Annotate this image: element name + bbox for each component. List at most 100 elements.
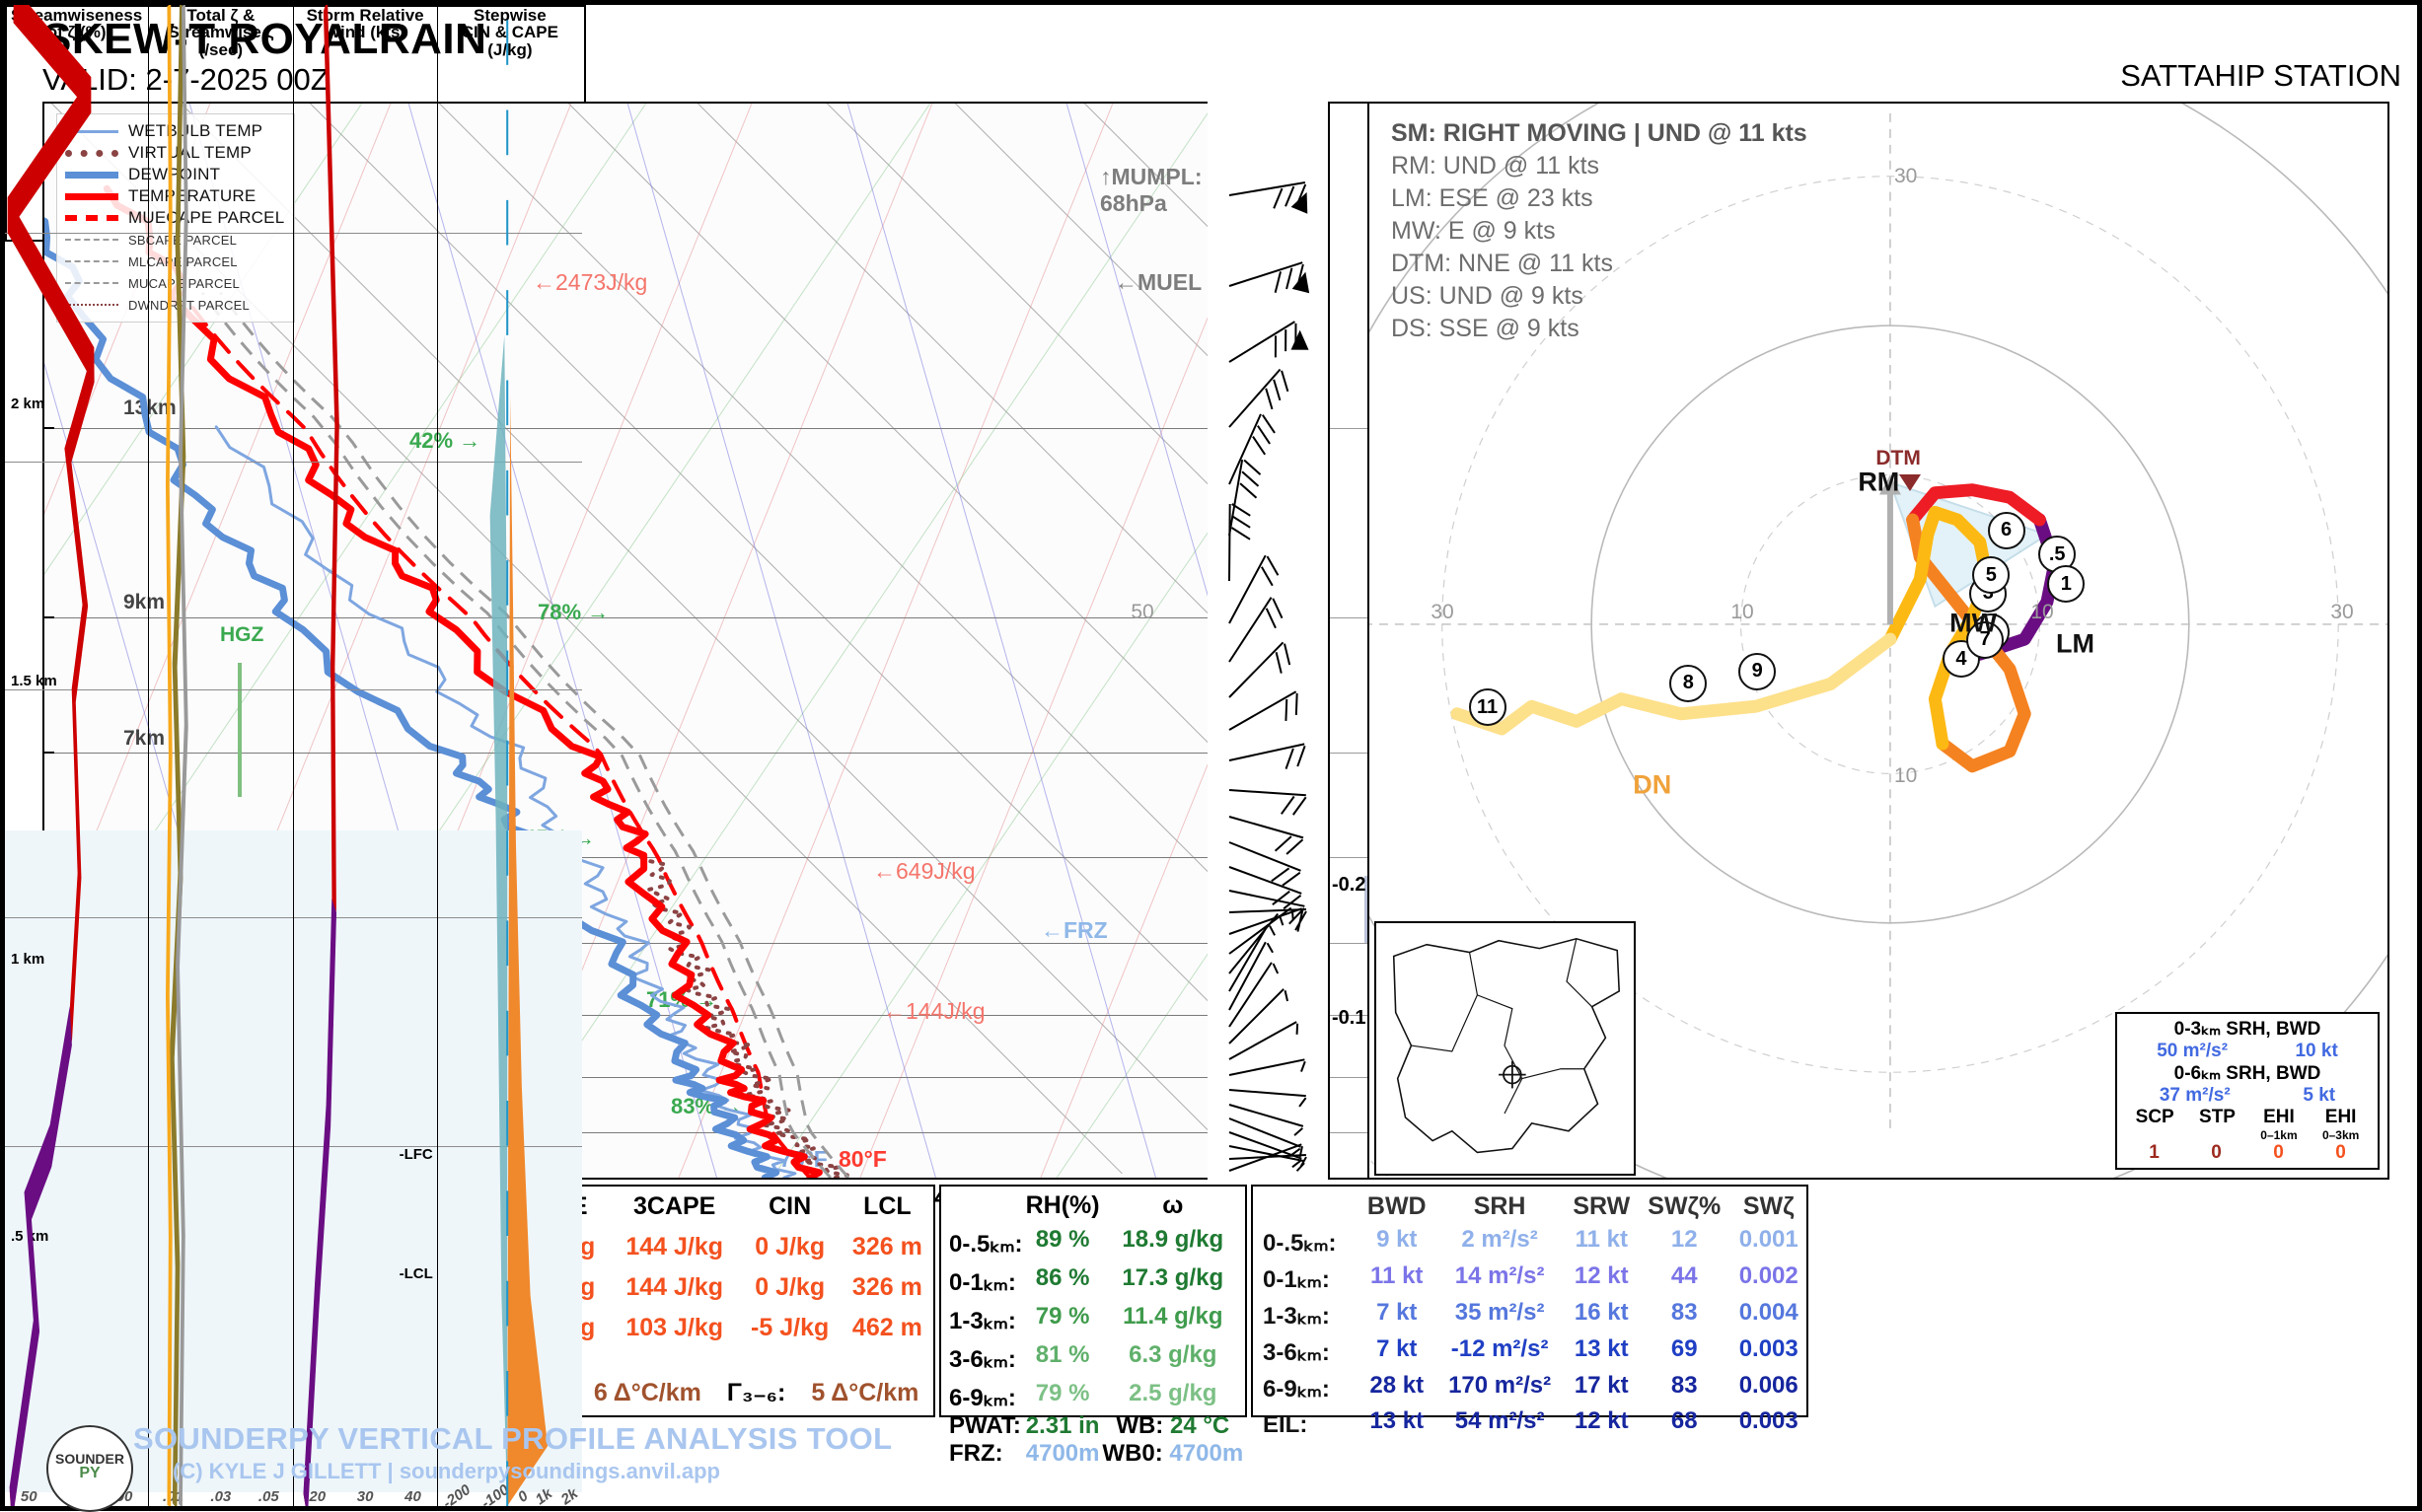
legend-label-6: MLCAPE PARCEL bbox=[128, 253, 238, 269]
pressure-tick bbox=[44, 752, 54, 755]
moist-mixratio-0: 18.9 g/kg bbox=[1122, 1225, 1224, 1253]
kine-header-2: SRH bbox=[1473, 1192, 1526, 1220]
wind-barb bbox=[1228, 261, 1315, 294]
mini-height-label-0-0: 2 km bbox=[11, 395, 45, 412]
legend-swatch-7 bbox=[65, 282, 118, 284]
hodograph[interactable]: 0-3ₖₘ SRH, BWD 50 m²/s² 10 kt 0-6ₖₘ SRH,… bbox=[1131, 102, 2389, 1180]
legend-label-5: SBCAPE PARCEL bbox=[128, 232, 238, 248]
mini-panel-curve-0 bbox=[7, 5, 95, 1506]
kine-header-3: SRW bbox=[1573, 1192, 1631, 1220]
hodo-height-marker-7: 7 bbox=[1966, 620, 2005, 659]
wb0-label: WB0: bbox=[1102, 1440, 1170, 1467]
barb-flag bbox=[1231, 515, 1251, 530]
moist-row-label-1: 0-1ₖₘ: bbox=[949, 1269, 1016, 1296]
mini-gridline bbox=[5, 233, 149, 235]
srh-0-3-title: 0-3ₖₘ SRH, BWD bbox=[2173, 1019, 2321, 1040]
kine-header-0 bbox=[1253, 1187, 1359, 1221]
kine-cell-0-0: 9 kt bbox=[1376, 1225, 1418, 1253]
moist-row-label-3: 3-6ₖₘ: bbox=[949, 1346, 1016, 1373]
barb-flag bbox=[1284, 699, 1288, 722]
mini-gridline bbox=[293, 1145, 437, 1147]
mini-panel-title-0: Streamwiseness of ζ (%) bbox=[11, 6, 143, 42]
wind-barb bbox=[1228, 924, 1276, 992]
kine-cell-4-0: 28 kt bbox=[1369, 1371, 1425, 1399]
kine-cell-1-0: 11 kt bbox=[1370, 1261, 1424, 1289]
curve-virtual-temp bbox=[637, 852, 849, 1178]
bwd-0-6-value: 5 kt bbox=[2303, 1085, 2336, 1106]
barb-pennant bbox=[1291, 269, 1315, 294]
mini-height-label-2-1: -LCL bbox=[399, 1265, 433, 1283]
composite-header-2: EHI bbox=[2263, 1107, 2295, 1127]
curve-parcel-grey-0 bbox=[201, 291, 832, 1178]
kine-cell-3-2: 13 kt bbox=[1574, 1334, 1629, 1362]
moist-mixratio-4: 2.5 g/kg bbox=[1129, 1379, 1217, 1406]
mini-panel-title-1: Total ζ & Streamwise ζ (/sec) bbox=[168, 6, 274, 59]
moist-rh-0: 89 % bbox=[1035, 1225, 1090, 1253]
wind-barb bbox=[1228, 321, 1309, 363]
mini-panel-curve-1 bbox=[166, 5, 188, 1506]
kine-cell-4-1: 170 m²/s² bbox=[1448, 1371, 1552, 1399]
kine-row-label-0: 0-.5ₖₘ: bbox=[1263, 1230, 1337, 1257]
moist-header-row: RH(%) ω bbox=[941, 1187, 1245, 1220]
kine-cell-0-2: 11 kt bbox=[1575, 1225, 1628, 1253]
cape-label-1: ←649J/kg bbox=[873, 857, 976, 884]
composite-col-0: SCP bbox=[2136, 1107, 2174, 1142]
rh-label-0: 42% → bbox=[409, 427, 481, 453]
mini-tick-1-1: .03 bbox=[210, 1488, 232, 1505]
curve-wetbulb-temp bbox=[214, 425, 797, 1178]
pressure-gridline bbox=[44, 617, 1267, 619]
kine-row-label-1: 0-1ₖₘ: bbox=[1263, 1266, 1330, 1293]
barb-flag bbox=[1265, 608, 1277, 628]
height-label-0: 13km bbox=[123, 396, 177, 420]
kine-cell-2-0: 7 kt bbox=[1376, 1298, 1418, 1326]
wind-barb bbox=[1228, 596, 1284, 663]
barb-flag bbox=[1273, 187, 1284, 210]
curve-parcel-grey-1 bbox=[219, 291, 850, 1178]
mini-panel-curve-2 bbox=[302, 5, 339, 1506]
pressure-gridline bbox=[44, 856, 1267, 858]
frz-row: FRZ: 4700m WB0: 4700m bbox=[941, 1440, 1245, 1468]
composite-sub-3: 0–3km bbox=[2321, 1128, 2360, 1142]
wb-value: 24 °C bbox=[1169, 1412, 1230, 1439]
mini-ticks-2: 20 30 40 bbox=[294, 1488, 437, 1505]
moisture-table: RH(%) ω 0-.5ₖₘ: 89 % 18.9 g/kg 0-1ₖₘ: 86 % 17.3… bbox=[939, 1185, 1247, 1467]
kine-cell-4-2: 17 kt bbox=[1574, 1371, 1629, 1399]
mini-panel-0: Streamwiseness of ζ (%) 2 km 1.5 km 1 km .5 k… bbox=[5, 5, 150, 1506]
kine-row-label-4: 6-9ₖₘ: bbox=[1263, 1376, 1330, 1403]
thermo-header-6: LCL bbox=[863, 1192, 912, 1220]
composite-sub-2: 0–1km bbox=[2260, 1128, 2298, 1142]
legend-swatch-1 bbox=[65, 149, 118, 157]
mini-gridline bbox=[293, 917, 437, 919]
thermo-cell-1-3: 144 J/kg bbox=[625, 1273, 724, 1301]
thermo-cell-1-4: 0 J/kg bbox=[755, 1273, 826, 1301]
map-outline bbox=[1392, 937, 1621, 1154]
brand-text: SOUNDERPY VERTICAL PROFILE ANALYSIS TOOL bbox=[133, 1421, 893, 1456]
hodo-height-marker-5: 5 bbox=[1972, 556, 2011, 595]
legend-label-8: DWNDRFT PARCEL bbox=[128, 297, 250, 313]
bwd-0-3-value: 10 kt bbox=[2295, 1041, 2338, 1061]
height-label-1: 9km bbox=[123, 591, 166, 614]
lapse-0-3-value: 6 Δ°C/km bbox=[593, 1379, 701, 1406]
cape-label-2: ←144J/kg bbox=[883, 998, 986, 1025]
pressure-gridline bbox=[44, 428, 1267, 430]
kinematics-table: BWD SRH SRW SWζ% SWζ 0-.5ₖₘ: 9 kt 2 m²/s² 11 kt 1… bbox=[1251, 1185, 1808, 1438]
hodo-ring-label-6: 50 bbox=[1131, 601, 1154, 624]
kine-row-5: EIL: 13 kt 54 m²/s² 12 kt 68 0.003 bbox=[1253, 1404, 1806, 1439]
credit-text: (C) KYLE J GILLETT | sounderpysoundings.… bbox=[173, 1459, 720, 1483]
srh-0-3-value: 50 m²/s² bbox=[2157, 1041, 2229, 1061]
barb-flag bbox=[1274, 271, 1282, 294]
hodo-info-line-3: MW: E @ 9 kts bbox=[1391, 217, 1556, 245]
kine-row-0: 0-.5ₖₘ: 9 kt 2 m²/s² 11 kt 12 0.001 bbox=[1253, 1221, 1806, 1258]
srh-0-6-title: 0-6ₖₘ SRH, BWD bbox=[2173, 1063, 2321, 1084]
mini-tick-2-1: 30 bbox=[356, 1488, 374, 1505]
dtm-marker-icon bbox=[1898, 474, 1921, 492]
kine-header-row: BWD SRH SRW SWζ% SWζ bbox=[1253, 1187, 1806, 1221]
legend-swatch-0 bbox=[65, 129, 118, 133]
pressure-gridline bbox=[44, 1131, 1267, 1133]
thermo-cell-2-4: -5 J/kg bbox=[751, 1314, 830, 1341]
barb-flag bbox=[1275, 651, 1283, 674]
annotation-muel: ←MUEL bbox=[1115, 269, 1203, 296]
kine-cell-0-1: 2 m²/s² bbox=[1461, 1225, 1538, 1253]
hodo-ring-label-1: 10 bbox=[2030, 601, 2054, 624]
wind-barb bbox=[1228, 816, 1304, 856]
